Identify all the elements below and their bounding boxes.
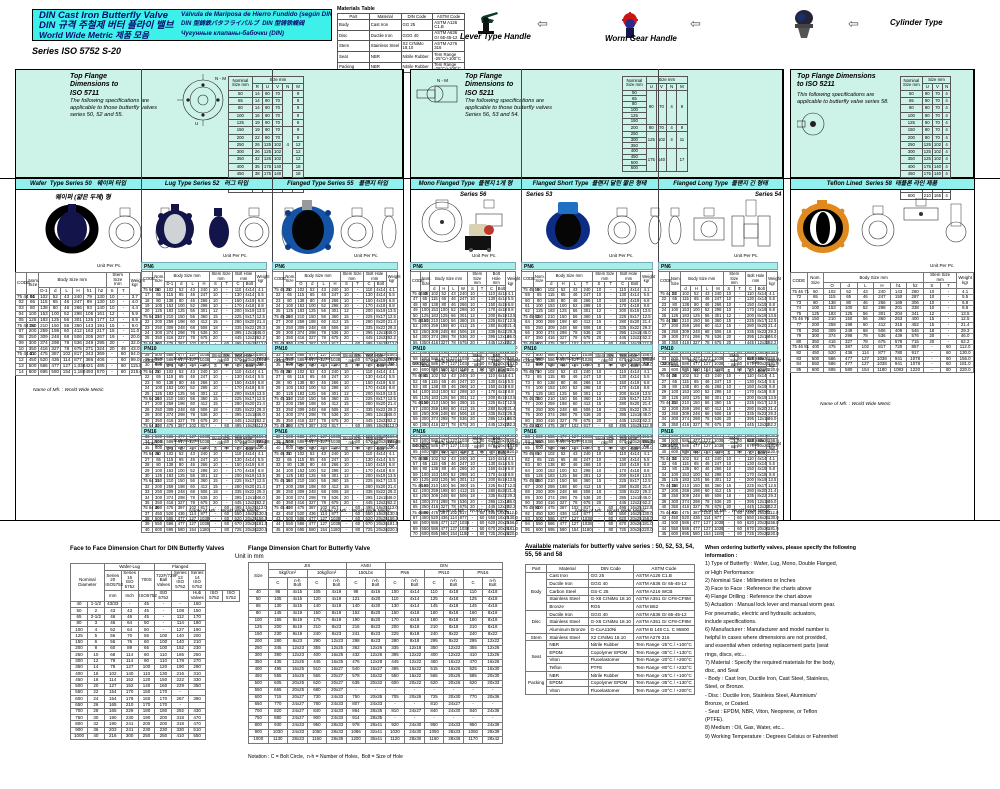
svg-text:U: U (195, 121, 198, 126)
svg-text:N - M: N - M (215, 76, 226, 81)
svg-text:N - M: N - M (437, 78, 448, 83)
